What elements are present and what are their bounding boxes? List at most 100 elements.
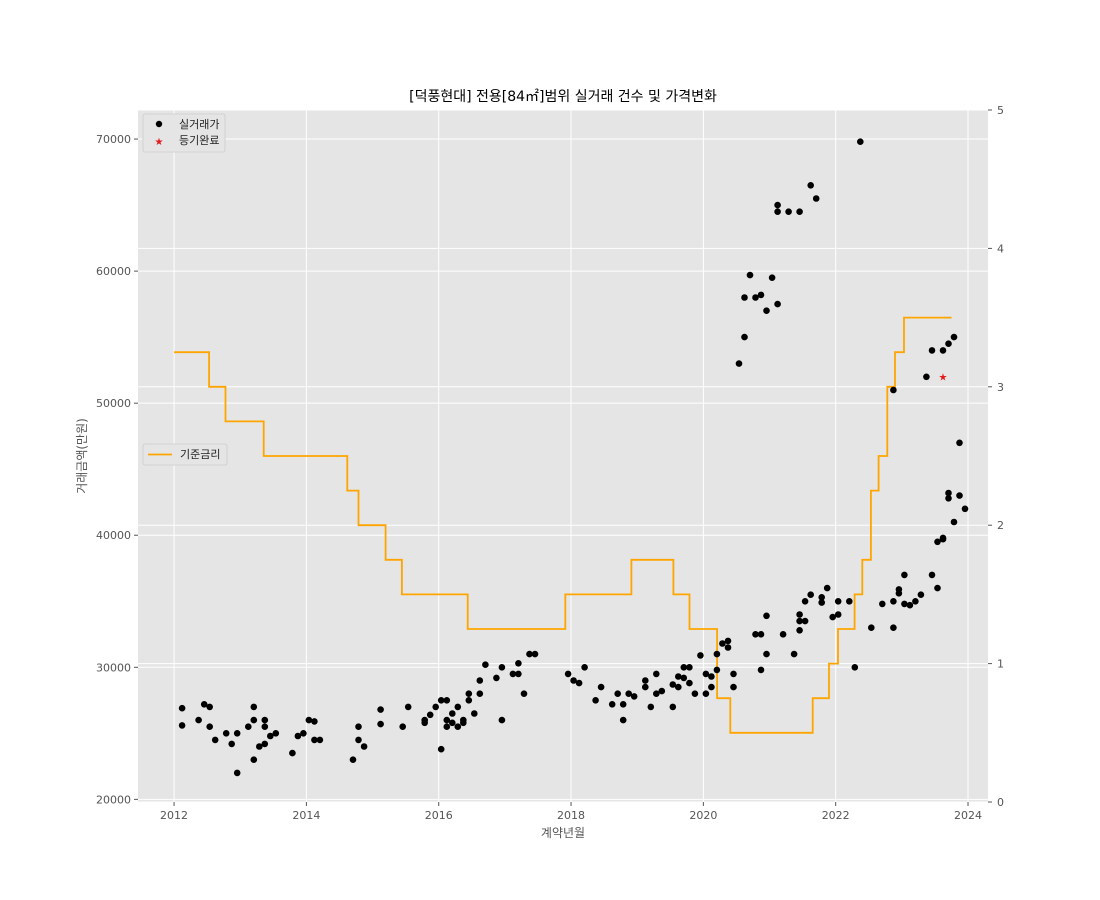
- trade-point: [311, 718, 318, 725]
- trade-point: [493, 674, 500, 682]
- trade-point: [680, 664, 688, 671]
- trade-point: [476, 677, 484, 684]
- trade-point: [200, 701, 208, 708]
- trade-point: [785, 208, 792, 215]
- trade-point: [956, 439, 963, 447]
- trade-point: [454, 703, 462, 711]
- trade-point: [642, 683, 649, 691]
- trade-point: [906, 601, 914, 609]
- trade-point: [912, 598, 919, 605]
- trade-point: [498, 664, 506, 671]
- trade-point: [757, 666, 765, 674]
- legend-top: 실거래가 ★ 등기완료: [142, 113, 226, 153]
- trade-point: [460, 719, 467, 727]
- trade-point: [890, 624, 897, 631]
- trade-point: [724, 644, 732, 651]
- trade-point: [211, 736, 219, 744]
- trade-point: [686, 679, 693, 687]
- trade-point: [823, 584, 831, 592]
- trade-point: [807, 591, 814, 598]
- trade-point: [796, 208, 803, 215]
- trade-point: [741, 294, 748, 301]
- trade-point: [923, 373, 930, 381]
- trade-point: [570, 677, 577, 684]
- trade-point: [575, 679, 583, 687]
- y2-tick-label: 0: [997, 796, 1004, 809]
- trade-point: [857, 138, 864, 145]
- trade-point: [261, 723, 269, 730]
- trade-point: [399, 723, 407, 730]
- trade-point: [950, 518, 958, 526]
- trade-point: [619, 716, 627, 724]
- trade-point: [763, 650, 770, 658]
- x-tick-label: 2020: [689, 809, 717, 822]
- trade-point: [305, 716, 313, 724]
- trade-point: [757, 631, 765, 638]
- trade-point: [360, 743, 368, 750]
- registered-point: ★: [939, 372, 948, 383]
- trade-point: [934, 584, 941, 592]
- trade-point: [471, 710, 478, 717]
- trade-point: [449, 710, 456, 717]
- trade-point: [686, 664, 693, 671]
- trade-point: [796, 627, 803, 634]
- legend-marker-registered: ★: [155, 137, 164, 148]
- trade-point: [774, 201, 781, 209]
- trade-point: [630, 693, 638, 700]
- trade-point: [404, 703, 412, 711]
- trade-point: [868, 624, 875, 631]
- chart-title: [덕풍현대] 전용[84㎡]범위 실거래 건수 및 가격변화: [409, 89, 717, 105]
- trade-point: [233, 730, 241, 737]
- trade-point: [763, 307, 770, 315]
- trade-point: [818, 599, 825, 606]
- grid-lines: [138, 109, 988, 803]
- y-tick-label: 70000: [96, 133, 131, 146]
- trade-point: [708, 683, 715, 691]
- trade-point: [774, 300, 781, 308]
- trade-point: [669, 681, 677, 688]
- trade-point: [515, 660, 522, 667]
- trade-point: [752, 631, 759, 638]
- trade-point: [763, 612, 770, 620]
- trade-point: [272, 730, 280, 737]
- trade-point: [245, 723, 252, 730]
- trade-point: [697, 652, 704, 659]
- trade-point: [597, 683, 605, 691]
- trade-point: [564, 670, 572, 678]
- trade-point: [934, 538, 941, 546]
- trade-point: [432, 703, 440, 711]
- trade-point: [961, 505, 969, 513]
- trade-point: [790, 650, 798, 658]
- trade-point: [311, 736, 318, 744]
- trade-point: [928, 571, 936, 579]
- trade-point: [349, 756, 357, 763]
- trade-point: [647, 703, 655, 711]
- rate-series-line: [174, 316, 952, 734]
- y2-tick-label: 1: [997, 658, 1004, 671]
- trade-point: [437, 697, 445, 704]
- trade-point: [730, 670, 737, 678]
- legend-rate: 기준금리: [142, 443, 228, 466]
- trade-point: [498, 716, 506, 724]
- trade-point: [294, 732, 302, 740]
- trade-point: [675, 673, 682, 680]
- trade-point: [619, 701, 627, 708]
- trade-point: [890, 598, 897, 605]
- trade-point: [178, 722, 186, 729]
- legend-label-rate: 기준금리: [180, 448, 220, 461]
- x-tick-label: 2014: [292, 809, 320, 822]
- trade-point: [702, 670, 710, 678]
- trade-point: [454, 723, 462, 730]
- trade-point: [879, 600, 886, 608]
- trade-point: [206, 723, 213, 730]
- y2-tick-label: 4: [997, 242, 1004, 255]
- trade-point: [956, 492, 963, 499]
- trade-point: [178, 704, 186, 712]
- trade-point: [719, 640, 726, 647]
- trade-point: [625, 690, 632, 697]
- legend-marker-trade: [155, 120, 163, 128]
- trade-point: [592, 697, 599, 704]
- trade-point: [443, 723, 451, 730]
- trade-point: [228, 740, 235, 748]
